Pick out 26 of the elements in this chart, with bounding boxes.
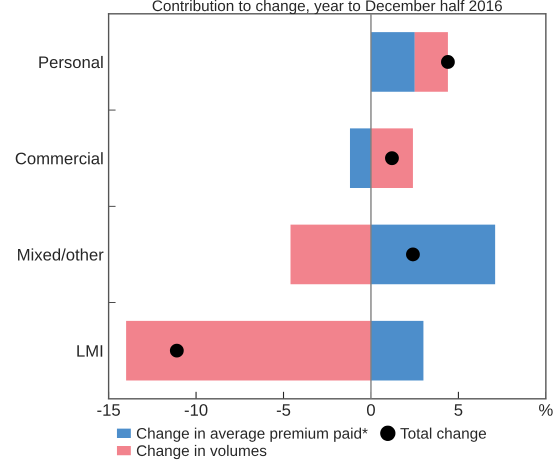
legend-label: Change in volumes (136, 444, 266, 460)
x-tick-label: -10 (184, 404, 208, 416)
legend-label: Change in average premium paid* (136, 428, 368, 442)
point (170, 344, 184, 358)
bar (290, 224, 371, 284)
bar (414, 32, 448, 92)
bar (370, 224, 496, 284)
y-tick-label: Personal (39, 56, 103, 68)
x-tick-label: -5 (276, 404, 290, 416)
point (385, 151, 399, 166)
bar (370, 320, 424, 380)
x-tick-label: 0 (366, 404, 375, 416)
x-tick-label: -15 (97, 404, 120, 416)
bar (350, 128, 371, 188)
x-tick-label: % (539, 404, 553, 416)
chart-title: Contribution to change, year to December half 2016 (152, 0, 502, 14)
y-tick-label: Mixed/other (18, 248, 104, 261)
bar (370, 32, 415, 92)
y-tick-label: LMI (77, 345, 102, 357)
point (406, 248, 420, 262)
x-tick-label: 5 (454, 404, 462, 416)
bar (126, 320, 371, 380)
legend-label: Total change (400, 428, 486, 442)
bar (370, 128, 413, 188)
y-tick-label: Commercial (16, 152, 103, 164)
point (441, 55, 455, 69)
